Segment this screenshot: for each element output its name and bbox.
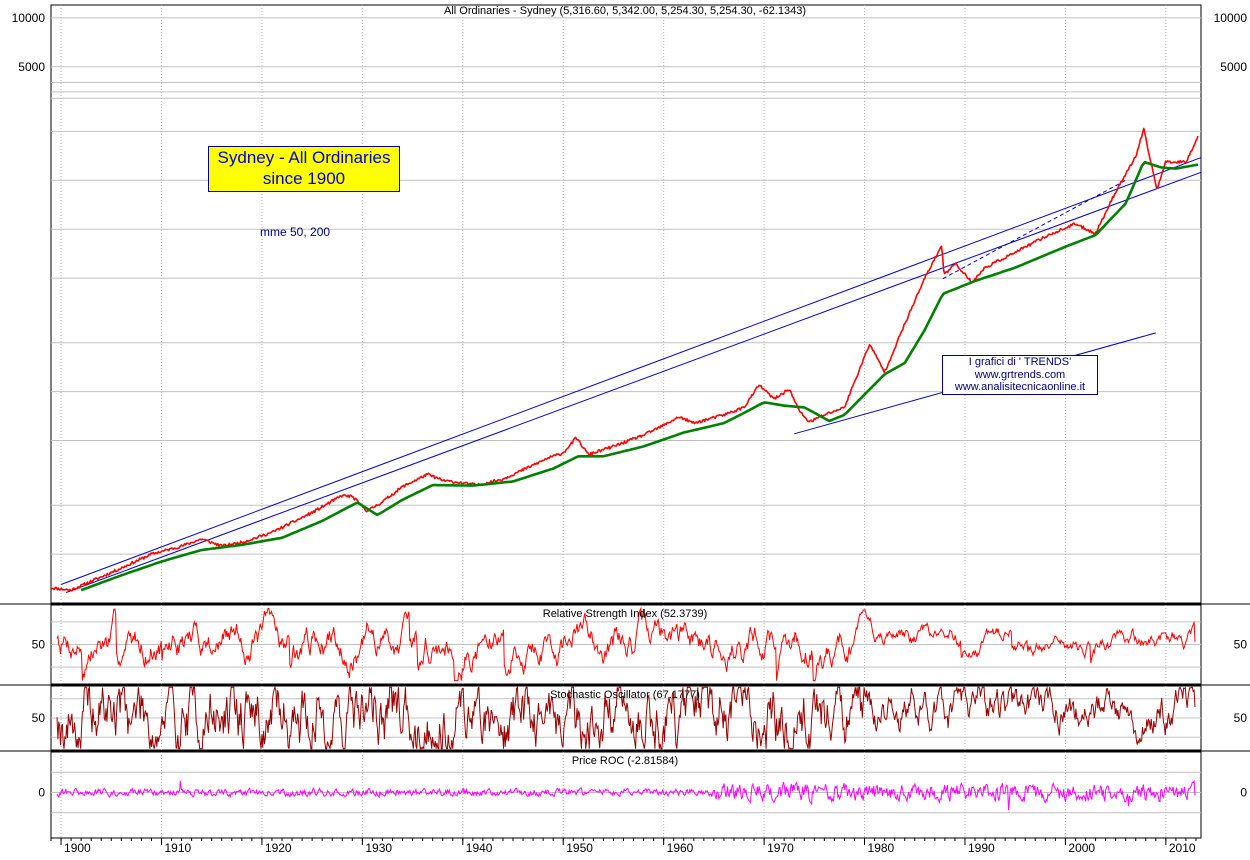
x-tick-label: 1920: [265, 841, 292, 855]
osc-tick-label-left: 50: [32, 711, 46, 725]
y-tick-label-right: 5000: [1220, 60, 1247, 74]
y-tick-label-left: 5000: [18, 60, 45, 74]
panel-titles: Relative Strength Index (52.3739) Stochas…: [444, 5, 806, 767]
annotation-line-1: Sydney - All Ordinaries: [217, 148, 391, 167]
osc-tick-label-right: 0: [1240, 785, 1247, 799]
oscillator-title-rsi: Relative Strength Index (52.3739): [543, 608, 708, 620]
oscillator-title-stochastic: Stochastic Oscillator (67.1777): [550, 689, 700, 701]
x-tick-label: 1930: [365, 841, 392, 855]
trendline: [65, 171, 1202, 593]
chart-title: All Ordinaries - Sydney (5,316.60, 5,342…: [444, 5, 806, 17]
x-tick-label: 2000: [1068, 841, 1095, 855]
panel-frame-roc: [50, 751, 1202, 839]
oscillator-line-stochastic: [56, 685, 1196, 750]
y-tick-label-right: 10000: [1214, 11, 1248, 25]
credits-box: I grafici di ' TRENDS' www.grtrends.com …: [942, 355, 1098, 395]
x-tick-label: 1990: [968, 841, 995, 855]
panel-frame-price: [50, 4, 1202, 604]
credit-line-2: www.grtrends.com: [974, 368, 1066, 381]
moving-average-line: [80, 160, 1199, 592]
moving-average-note: mme 50, 200: [260, 225, 331, 239]
x-tick-label: 1960: [667, 841, 694, 855]
annotation-line-2: since 1900: [262, 169, 346, 188]
osc-tick-label-left: 0: [38, 785, 45, 799]
oscillator-title-roc: Price ROC (-2.81584): [572, 755, 678, 767]
price-series-line: [51, 127, 1199, 592]
x-tick-label: 1950: [566, 841, 593, 855]
x-axis: 1900 1910 1920 1930 1940 1950 1960 1970 1980 1990…: [50, 838, 1197, 855]
oscillator-line-roc: [56, 779, 1196, 811]
osc-tick-label-right: 50: [1234, 711, 1248, 725]
x-tick-label: 1940: [466, 841, 493, 855]
grid-lines: [51, 5, 1201, 838]
x-tick-label: 1980: [868, 841, 895, 855]
osc-tick-label-left: 50: [32, 638, 46, 652]
panel-frames: [0, 4, 1250, 839]
data-series: [51, 127, 1199, 811]
credit-line-3: www.analisitecnicaonline.it: [954, 381, 1086, 393]
credit-line-1: I grafici di ' TRENDS': [968, 356, 1072, 368]
oscillator-line-rsi: [56, 606, 1196, 682]
osc-tick-label-right: 50: [1234, 638, 1248, 652]
x-tick-label: 1900: [64, 841, 91, 855]
x-tick-label: 1970: [767, 841, 794, 855]
x-tick-label: 2010: [1169, 841, 1196, 855]
trendline: [60, 157, 1202, 585]
x-tick-label: 1910: [164, 841, 191, 855]
y-tick-label-left: 10000: [12, 11, 46, 25]
chart-annotation-box: Sydney - All Ordinaries since 1900: [208, 146, 400, 192]
